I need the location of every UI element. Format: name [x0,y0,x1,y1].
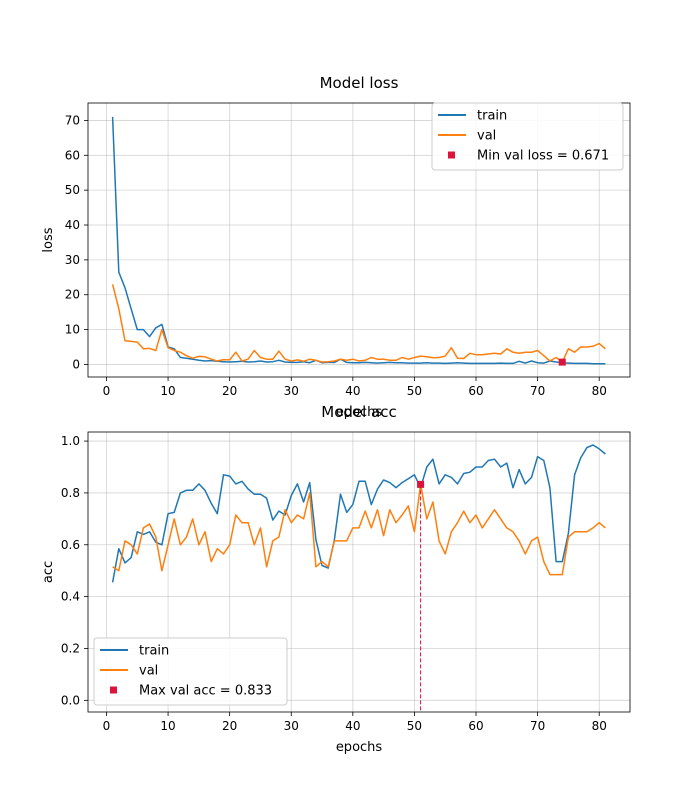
series-line-val [112,483,606,576]
legend-label-train: train [139,644,169,659]
legend-label-val: val [477,129,496,144]
x-tick-label: 60 [468,384,483,398]
legend: train val Min val loss = 0.671 [431,102,624,171]
chart-panel-1: 0 10 20 30 40 50 60 70 80 0.0 0.2 0.4 0.6 0.8 1.0 Model… [41,403,631,755]
legend-swatch-marker [110,686,117,694]
x-tick-label: 20 [222,384,237,398]
x-axis-label: epochs [336,740,383,755]
legend-swatch-marker [448,151,455,159]
legend-label-train: train [477,109,507,124]
legend-label-val: val [139,664,158,679]
legend-label-marker: Min val loss = 0.671 [477,149,609,164]
x-tick-label: 80 [592,384,607,398]
x-tick-label: 30 [284,384,299,398]
axes-frame [87,102,631,378]
y-tick-label: 0.4 [61,590,80,604]
y-axis-label: acc [41,561,56,583]
y-axis-label: loss [41,227,56,252]
x-tick-label: 60 [468,719,483,733]
y-tick-label: 70 [65,113,80,127]
series-line-train [111,116,606,365]
x-tick-label: 0 [103,719,111,733]
legend-label-marker: Max val acc = 0.833 [139,684,272,699]
x-tick-label: 10 [160,384,175,398]
marker-point [558,358,566,366]
x-tick-label: 70 [530,719,545,733]
x-tick-label: 20 [222,719,237,733]
x-axis-label: epochs [336,405,383,420]
x-tick-label: 70 [530,384,545,398]
series-line-val [111,284,606,363]
axes-frame [87,431,631,713]
y-tick-label: 0.6 [61,538,80,552]
x-tick-label: 30 [284,719,299,733]
x-tick-label: 40 [345,719,360,733]
y-tick-label: 1.0 [61,434,80,448]
x-tick-label: 10 [160,719,175,733]
x-tick-label: 50 [407,384,422,398]
y-tick-label: 60 [65,148,80,162]
y-tick-label: 40 [65,218,80,232]
y-tick-label: 20 [65,288,80,302]
x-tick-label: 50 [407,719,422,733]
x-tick-label: 40 [345,384,360,398]
series-line-train [111,444,606,583]
y-tick-label: 10 [65,323,80,337]
y-tick-label: 50 [65,183,80,197]
chart-title: Model acc [321,403,397,421]
marker-point [417,480,425,488]
y-tick-label: 0 [72,357,80,371]
legend: train val Max val acc = 0.833 [93,637,288,706]
y-tick-label: 30 [65,253,80,267]
x-tick-label: 80 [592,719,607,733]
y-tick-label: 0.2 [61,641,80,655]
legend-box [431,102,624,171]
legend-box [93,637,288,706]
x-tick-label: 0 [103,384,111,398]
chart-title: Model loss [320,74,399,92]
y-tick-label: 0.8 [61,486,80,500]
chart-panel-0: 0 10 20 30 40 50 60 70 80 0 10 20 30 40 50 60 70 Model lo… [41,74,631,420]
y-tick-label: 0.0 [61,693,80,707]
